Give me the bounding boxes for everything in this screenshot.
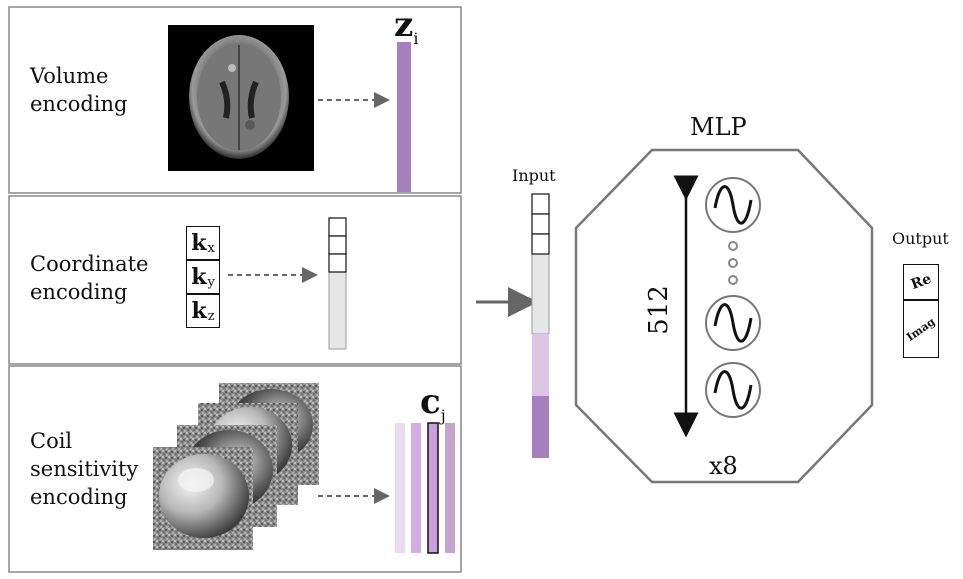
depth-label: x8 <box>709 452 738 480</box>
sine-node <box>705 362 761 418</box>
coordinate-vector <box>328 217 347 350</box>
output-label: Output <box>892 229 949 248</box>
input-vector <box>531 193 550 458</box>
ellipsis-dot <box>728 275 738 285</box>
ellipsis-dot <box>728 241 738 251</box>
imag-output-box: Imag <box>903 300 939 358</box>
mlp-title: MLP <box>690 113 747 141</box>
z-vector-bar <box>397 42 411 192</box>
coordinate-encoding-label: Coordinate encoding <box>30 252 149 304</box>
c-vector-bars <box>395 422 455 554</box>
ellipsis-dot <box>728 258 738 268</box>
sine-node <box>705 177 761 233</box>
coordinate-panel <box>8 195 462 365</box>
sine-node <box>705 295 761 351</box>
real-output-box: Re <box>903 264 939 300</box>
width-label: 512 <box>643 285 674 335</box>
coil-image-stack <box>153 383 319 550</box>
input-label: Input <box>512 166 556 185</box>
imag-output-label: Imag <box>904 314 938 344</box>
c-variable-label: cj <box>420 382 446 425</box>
real-output-label: Re <box>908 270 934 294</box>
volume-encoding-label: Volume encoding <box>30 64 128 116</box>
z-variable-label: zi <box>394 5 419 48</box>
coil-encoding-label: Coil sensitivity encoding <box>30 429 139 509</box>
brain-mri-image <box>168 25 314 171</box>
